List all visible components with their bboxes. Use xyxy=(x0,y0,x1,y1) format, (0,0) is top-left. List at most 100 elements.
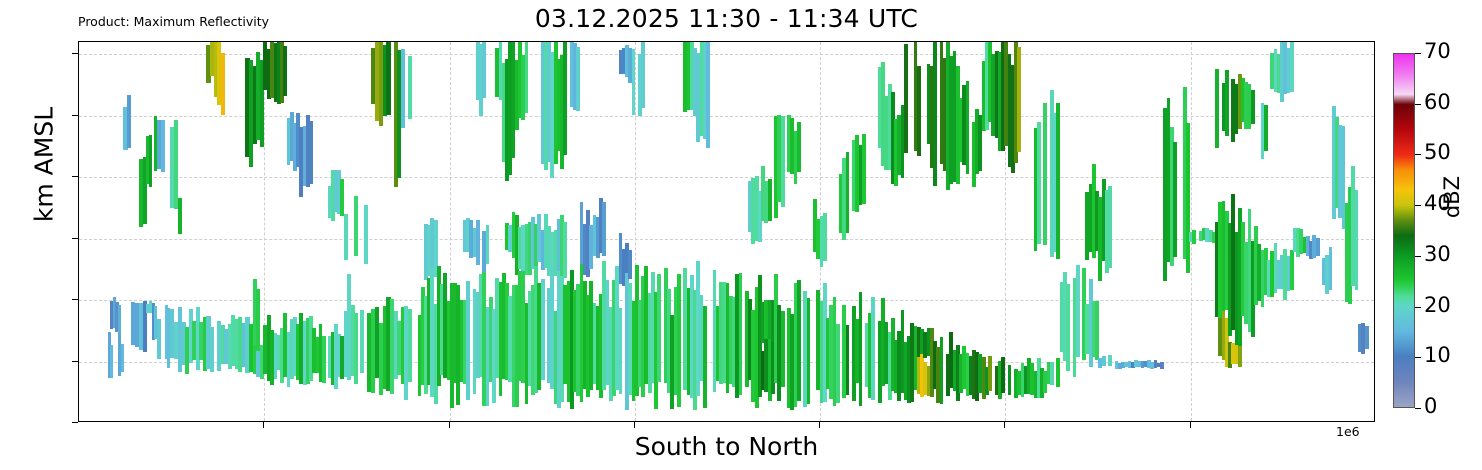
reflectivity-ray xyxy=(1046,362,1051,385)
reflectivity-ray xyxy=(1283,248,1288,300)
reflectivity-ray xyxy=(466,281,470,401)
reflectivity-ray xyxy=(199,322,204,361)
reflectivity-ray xyxy=(1231,343,1236,365)
reflectivity-ray xyxy=(900,309,905,394)
reflectivity-ray xyxy=(169,309,175,358)
reflectivity-ray xyxy=(978,353,983,394)
y-tick-mark xyxy=(72,422,78,423)
reflectivity-ray xyxy=(1221,311,1226,361)
reflectivity-ray xyxy=(1354,190,1359,291)
reflectivity-ray xyxy=(154,305,158,339)
reflectivity-ray xyxy=(754,176,759,241)
reflectivity-ray xyxy=(913,42,918,151)
reflectivity-ray xyxy=(266,49,271,100)
reflectivity-ray xyxy=(1049,361,1054,385)
reflectivity-ray xyxy=(302,126,307,187)
reflectivity-ray xyxy=(126,94,132,148)
reflectivity-ray xyxy=(767,178,772,222)
reflectivity-ray xyxy=(650,271,655,383)
reflectivity-ray xyxy=(625,272,629,410)
reflectivity-ray xyxy=(816,289,821,391)
reflectivity-ray xyxy=(589,225,594,269)
reflectivity-ray xyxy=(417,315,422,396)
reflectivity-ray xyxy=(777,114,782,203)
reflectivity-ray xyxy=(959,354,963,394)
reflectivity-ray xyxy=(138,302,144,351)
reflectivity-ray xyxy=(374,42,380,122)
reflectivity-ray xyxy=(1150,361,1155,369)
reflectivity-ray xyxy=(173,322,179,360)
reflectivity-ray xyxy=(1270,53,1275,90)
reflectivity-ray xyxy=(1101,178,1106,261)
reflectivity-ray xyxy=(933,340,937,390)
reflectivity-ray xyxy=(884,322,889,385)
reflectivity-ray xyxy=(826,317,830,390)
reflectivity-ray xyxy=(328,336,332,379)
reflectivity-ray xyxy=(599,197,603,253)
reflectivity-ray xyxy=(566,281,571,402)
reflectivity-ray xyxy=(595,305,600,390)
reflectivity-ray xyxy=(1218,202,1223,331)
reflectivity-ray xyxy=(1221,201,1226,314)
reflectivity-ray xyxy=(1173,142,1177,258)
reflectivity-ray xyxy=(1305,235,1310,257)
reflectivity-ray xyxy=(1020,363,1025,398)
reflectivity-ray xyxy=(683,267,688,390)
reflectivity-ray xyxy=(978,114,983,172)
reflectivity-ray xyxy=(569,270,574,410)
reflectivity-ray xyxy=(220,324,225,365)
reflectivity-ray xyxy=(540,279,545,380)
reflectivity-ray xyxy=(475,219,480,265)
reflectivity-ray xyxy=(210,42,215,76)
reflectivity-ray xyxy=(1027,358,1031,394)
reflectivity-ray xyxy=(370,309,376,393)
reflectivity-ray xyxy=(206,44,211,84)
reflectivity-ray xyxy=(903,44,908,154)
reflectivity-ray xyxy=(1033,127,1038,252)
reflectivity-ray xyxy=(1189,232,1194,242)
reflectivity-ray xyxy=(1017,47,1022,152)
reflectivity-ray xyxy=(334,324,338,389)
reflectivity-ray xyxy=(579,263,584,402)
reflectivity-ray xyxy=(975,108,980,174)
reflectivity-ray xyxy=(521,271,526,384)
reflectivity-ray xyxy=(599,293,603,398)
reflectivity-ray xyxy=(270,42,275,99)
reflectivity-ray xyxy=(569,42,574,107)
reflectivity-ray xyxy=(156,120,162,170)
reflectivity-ray xyxy=(579,202,584,273)
x-axis-offset-text: 1e6 xyxy=(1336,424,1360,439)
colorbar-tick-mark xyxy=(1415,154,1421,156)
reflectivity-ray xyxy=(1250,240,1255,337)
reflectivity-ray xyxy=(858,144,863,205)
reflectivity-ray xyxy=(1023,365,1028,394)
reflectivity-ray xyxy=(511,42,516,158)
reflectivity-ray xyxy=(790,314,795,410)
reflectivity-ray xyxy=(309,121,314,185)
reflectivity-ray xyxy=(1241,78,1245,123)
reflectivity-ray xyxy=(822,213,827,261)
reflectivity-ray xyxy=(1273,48,1278,92)
reflectivity-ray xyxy=(248,59,254,167)
reflectivity-ray xyxy=(154,115,158,171)
reflectivity-ray xyxy=(112,296,116,329)
reflectivity-ray xyxy=(374,307,380,379)
reflectivity-ray xyxy=(400,306,405,384)
reflectivity-ray xyxy=(256,351,261,378)
reflectivity-ray xyxy=(427,277,432,386)
reflectivity-ray xyxy=(149,301,153,314)
colorbar-tick-mark xyxy=(1415,103,1421,105)
reflectivity-ray xyxy=(1088,184,1093,253)
reflectivity-ray xyxy=(1263,247,1268,295)
reflectivity-ray xyxy=(702,42,707,139)
reflectivity-ray xyxy=(556,219,561,277)
reflectivity-ray xyxy=(328,185,332,219)
reflectivity-ray xyxy=(1043,370,1048,393)
reflectivity-ray xyxy=(547,225,552,277)
reflectivity-ray xyxy=(1108,186,1112,268)
reflectivity-ray xyxy=(560,275,565,403)
reflectivity-ray xyxy=(1296,227,1301,257)
reflectivity-ray xyxy=(988,355,993,391)
reflectivity-ray xyxy=(1127,360,1132,369)
reflectivity-ray xyxy=(959,98,963,162)
